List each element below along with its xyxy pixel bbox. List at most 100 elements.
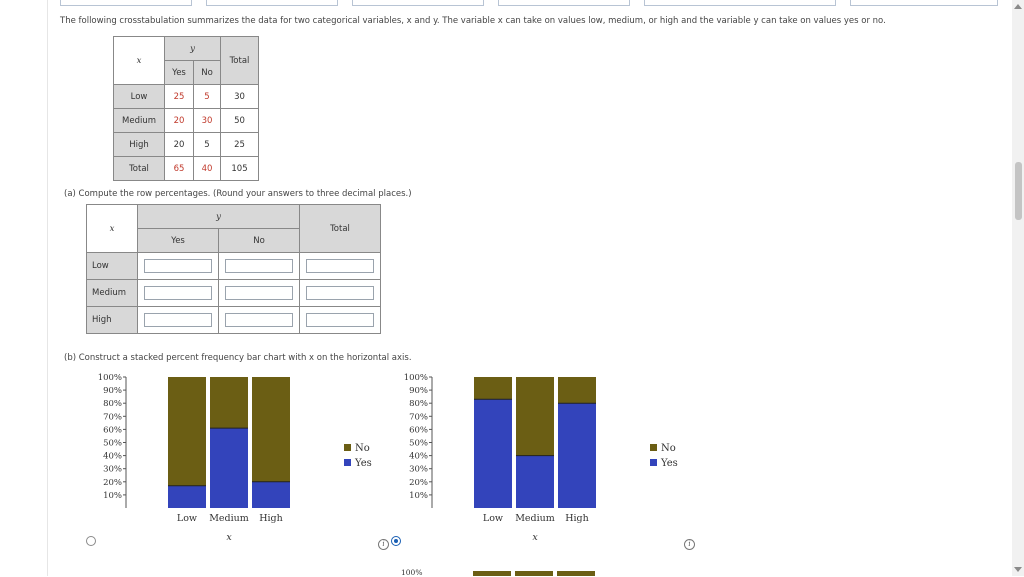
vertical-scrollbar[interactable] xyxy=(1012,0,1024,576)
bar-yes-high xyxy=(558,403,596,508)
medium-yes-input[interactable] xyxy=(144,286,212,300)
stacked-bar-chart-1: 10% 20% 30% 40% 50% 60% 70% 80% 90% 100% Low Medium… xyxy=(98,373,372,543)
y-tick-label: 50% xyxy=(103,439,122,449)
y-tick-label: 40% xyxy=(409,452,428,462)
bar-yes-low xyxy=(474,399,512,508)
info-icon[interactable]: i xyxy=(684,539,695,550)
y-tick-label: 90% xyxy=(409,386,428,396)
low-no-input[interactable] xyxy=(225,259,293,273)
x-tick-label: Low xyxy=(177,513,197,524)
crosstab-x-header: x xyxy=(113,36,165,85)
answer-total-header: Total xyxy=(299,204,381,253)
crosstab-cell: 50 xyxy=(220,108,259,133)
chart-option-1[interactable]: 10% 20% 30% 40% 50% 60% 70% 80% 90% 100% Low Medium… xyxy=(86,370,386,549)
medium-total-input[interactable] xyxy=(306,286,374,300)
toolbar-tab[interactable] xyxy=(60,0,192,6)
crosstab-col-no: No xyxy=(193,60,221,85)
high-yes-input[interactable] xyxy=(144,313,212,327)
answer-row-label: Medium xyxy=(86,279,138,307)
crosstab-table: x y Total Yes No Low 25 5 30 Medium 20 3… xyxy=(113,36,259,181)
answer-cell xyxy=(299,306,381,334)
x-tick-label: High xyxy=(565,513,589,524)
scroll-up-arrow-icon[interactable] xyxy=(1014,4,1022,9)
low-yes-input[interactable] xyxy=(144,259,212,273)
answer-cell xyxy=(299,252,381,280)
scroll-down-arrow-icon[interactable] xyxy=(1014,567,1022,572)
partial-bar xyxy=(557,571,595,576)
radio-option-2[interactable] xyxy=(391,536,401,546)
answer-cell xyxy=(137,252,219,280)
part-b-prompt: (b) Construct a stacked percent frequenc… xyxy=(64,353,412,363)
crosstab-cell: 20 xyxy=(164,108,194,133)
y-tick-label: 20% xyxy=(409,478,428,488)
bar-yes-high xyxy=(252,481,290,508)
x-axis-label: x xyxy=(532,532,538,543)
crosstab-cell: 25 xyxy=(164,84,194,109)
high-no-input[interactable] xyxy=(225,313,293,327)
y-tick-label: 70% xyxy=(409,412,428,422)
y-tick-label: 100% xyxy=(404,373,428,383)
crosstab-cell: 20 xyxy=(164,132,194,157)
medium-no-input[interactable] xyxy=(225,286,293,300)
answer-cell xyxy=(218,279,300,307)
x-tick-label: Medium xyxy=(515,513,555,524)
part-a-prompt: (a) Compute the row percentages. (Round … xyxy=(64,189,412,199)
toolbar-tab[interactable] xyxy=(206,0,338,6)
answer-x-header: x xyxy=(86,204,138,253)
crosstab-cell: 30 xyxy=(193,108,221,133)
chart-option-2[interactable]: 10% 20% 30% 40% 50% 60% 70% 80% 90% 100% Low Medium… xyxy=(392,370,692,549)
bar-no-high xyxy=(558,377,596,404)
y-tick-label: 10% xyxy=(409,491,428,501)
radio-option-1[interactable] xyxy=(86,536,96,546)
top-toolbar-edge xyxy=(0,0,1012,6)
y-tick-label: 100% xyxy=(98,373,122,383)
legend-swatch-yes xyxy=(650,459,657,466)
x-tick-label: Medium xyxy=(209,513,249,524)
low-total-input[interactable] xyxy=(306,259,374,273)
answer-cell xyxy=(299,279,381,307)
crosstab-cell: 105 xyxy=(220,156,259,181)
bar-yes-medium xyxy=(210,428,248,508)
partial-bar xyxy=(473,571,511,576)
toolbar-tab[interactable] xyxy=(352,0,484,6)
answer-cell xyxy=(218,306,300,334)
crosstab-row-label: Medium xyxy=(113,108,165,133)
legend-swatch-yes xyxy=(344,459,351,466)
y-tick-label: 40% xyxy=(103,452,122,462)
y-tick-label: 20% xyxy=(103,478,122,488)
problem-intro: The following crosstabulation summarizes… xyxy=(60,16,886,26)
crosstab-cell: 30 xyxy=(220,84,259,109)
partial-bar xyxy=(515,571,553,576)
toolbar-tab[interactable] xyxy=(850,0,998,6)
y-tick-label: 70% xyxy=(103,412,122,422)
y-tick-label: 80% xyxy=(409,399,428,409)
y-tick-label: 30% xyxy=(409,465,428,475)
legend-label-no: No xyxy=(355,443,370,454)
legend-swatch-no xyxy=(650,444,657,451)
info-icon[interactable]: i xyxy=(378,539,389,550)
answer-cell xyxy=(137,279,219,307)
legend-label-no: No xyxy=(661,443,676,454)
crosstab-row-label: Total xyxy=(113,156,165,181)
y-tick-label: 30% xyxy=(103,465,122,475)
x-tick-label: Low xyxy=(483,513,503,524)
bar-yes-medium xyxy=(516,455,554,508)
toolbar-tab[interactable] xyxy=(644,0,836,6)
scrollbar-thumb[interactable] xyxy=(1015,162,1022,220)
crosstab-cell: 5 xyxy=(193,132,221,157)
bar-no-medium xyxy=(210,377,248,429)
x-axis-label: x xyxy=(226,532,232,543)
x-tick-label: High xyxy=(259,513,283,524)
legend-swatch-no xyxy=(344,444,351,451)
y-tick-label: 60% xyxy=(103,425,122,435)
legend-label-yes: Yes xyxy=(660,458,678,469)
partial-chart-label: 100% xyxy=(401,568,423,577)
crosstab-cell: 40 xyxy=(193,156,221,181)
row-percentage-table: x y Total Yes No Low Medium High xyxy=(86,204,381,334)
high-total-input[interactable] xyxy=(306,313,374,327)
bar-yes-low xyxy=(168,485,206,508)
toolbar-tab[interactable] xyxy=(498,0,630,6)
y-tick-label: 80% xyxy=(103,399,122,409)
crosstab-y-header: y xyxy=(164,36,221,61)
content-left-border xyxy=(47,0,48,576)
